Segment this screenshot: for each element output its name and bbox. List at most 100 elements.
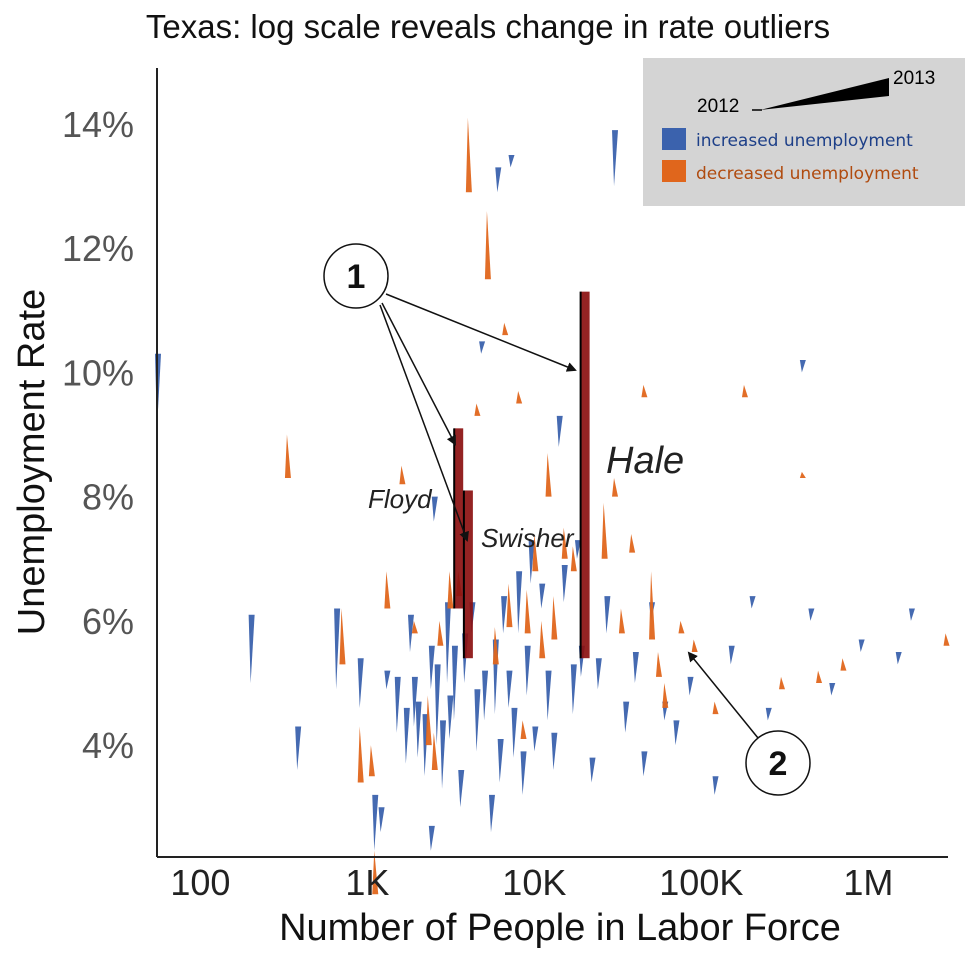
y-tick-label: 4% bbox=[82, 725, 134, 766]
decreased-point bbox=[520, 720, 527, 739]
increased-point bbox=[524, 645, 531, 696]
increased-point bbox=[511, 707, 518, 758]
increased-point bbox=[570, 664, 577, 715]
increased-point bbox=[378, 807, 385, 833]
increased-point bbox=[506, 670, 513, 708]
increased-point bbox=[334, 608, 341, 690]
decreased-point bbox=[641, 384, 648, 398]
decreased-point bbox=[524, 589, 531, 634]
increased-point bbox=[451, 645, 458, 721]
increased-point bbox=[447, 695, 454, 739]
increased-point bbox=[488, 794, 495, 833]
decreased-series bbox=[284, 117, 950, 895]
increased-point bbox=[829, 683, 836, 696]
label-floyd: Floyd bbox=[368, 484, 433, 514]
decreased-point bbox=[618, 608, 625, 634]
increased-point bbox=[428, 825, 435, 851]
decreased-point bbox=[474, 403, 481, 416]
increased-point bbox=[641, 751, 648, 777]
decreased-point bbox=[425, 695, 432, 746]
increased-point bbox=[858, 639, 865, 652]
callout-1-arrow-floyd bbox=[381, 302, 456, 446]
legend-year-start: 2012 bbox=[697, 96, 739, 117]
y-axis-ticks: 4% 6% 8% 10% 12% 14% bbox=[62, 104, 134, 766]
decreased-point bbox=[411, 620, 418, 634]
increased-point bbox=[384, 670, 391, 690]
decreased-point bbox=[943, 633, 950, 646]
decreased-point bbox=[629, 533, 636, 553]
increased-point bbox=[673, 720, 680, 746]
increased-point bbox=[632, 651, 639, 684]
decreased-point bbox=[532, 533, 539, 572]
decreased-point bbox=[502, 322, 509, 336]
x-tick-label: 1M bbox=[843, 862, 893, 903]
legend-swatch-decreased bbox=[662, 160, 686, 182]
decreased-point bbox=[357, 726, 364, 783]
increased-point bbox=[589, 757, 596, 783]
legend-wedge-icon bbox=[760, 78, 889, 110]
increased-point bbox=[415, 701, 422, 758]
increased-point bbox=[551, 732, 558, 771]
decreased-point bbox=[612, 478, 619, 497]
legend-label-increased: increased unemployment bbox=[696, 131, 913, 151]
increased-point bbox=[528, 540, 535, 584]
increased-point bbox=[520, 751, 527, 795]
callout-2-label: 2 bbox=[769, 745, 788, 783]
decreased-point bbox=[779, 676, 786, 690]
decreased-point bbox=[691, 639, 698, 652]
decreased-point bbox=[570, 546, 577, 572]
decreased-point bbox=[799, 471, 806, 479]
decreased-point bbox=[431, 732, 438, 771]
increased-point bbox=[411, 676, 418, 727]
increased-point bbox=[728, 645, 735, 665]
increased-series bbox=[155, 130, 915, 851]
decreased-point bbox=[816, 670, 823, 684]
increased-point bbox=[712, 776, 719, 795]
decreased-point bbox=[649, 571, 656, 640]
increased-point bbox=[495, 167, 502, 193]
increased-point bbox=[516, 571, 523, 634]
decreased-point bbox=[601, 502, 608, 559]
y-tick-label: 6% bbox=[82, 601, 134, 642]
increased-point bbox=[574, 540, 581, 559]
highlight-bar-swisher bbox=[463, 490, 473, 659]
callout-1: 1 bbox=[323, 243, 577, 542]
callout-2-arrow bbox=[687, 651, 759, 739]
increased-point bbox=[357, 658, 364, 708]
increased-point bbox=[458, 770, 465, 808]
increased-point bbox=[799, 359, 806, 373]
increased-point bbox=[431, 496, 438, 522]
callout-2-circle bbox=[745, 730, 811, 796]
decreased-point bbox=[655, 651, 662, 677]
legend-label-decreased: decreased unemployment bbox=[696, 164, 919, 184]
x-tick-label: 1K bbox=[345, 862, 389, 903]
decreased-point bbox=[492, 627, 499, 665]
increased-point bbox=[532, 726, 539, 752]
decreased-point bbox=[712, 701, 719, 715]
y-tick-label: 14% bbox=[62, 104, 134, 145]
increased-point bbox=[749, 596, 756, 609]
x-tick-label: 100 bbox=[170, 862, 230, 903]
decreased-point bbox=[506, 583, 513, 628]
decreased-point bbox=[545, 453, 552, 497]
increased-point bbox=[434, 664, 441, 746]
increased-point bbox=[474, 689, 481, 752]
increased-point bbox=[403, 707, 410, 764]
decreased-point bbox=[465, 117, 472, 193]
increased-point bbox=[428, 645, 435, 690]
x-axis-label: Number of People in Labor Force bbox=[279, 907, 841, 949]
increased-point bbox=[508, 154, 515, 168]
x-tick-label: 100K bbox=[659, 862, 743, 903]
increased-point bbox=[623, 701, 630, 733]
decreased-point bbox=[437, 620, 444, 646]
decreased-point bbox=[539, 620, 546, 659]
chart-title: Texas: log scale reveals change in rate … bbox=[146, 8, 830, 45]
increased-point bbox=[501, 596, 508, 634]
highlight-bar-hale bbox=[580, 291, 590, 659]
increased-point bbox=[539, 583, 546, 609]
y-axis-label: Unemployment Rate bbox=[11, 289, 53, 635]
increased-point bbox=[687, 676, 694, 696]
increased-point bbox=[545, 670, 552, 721]
callout-1-circle bbox=[323, 243, 389, 309]
legend-background bbox=[643, 58, 965, 206]
